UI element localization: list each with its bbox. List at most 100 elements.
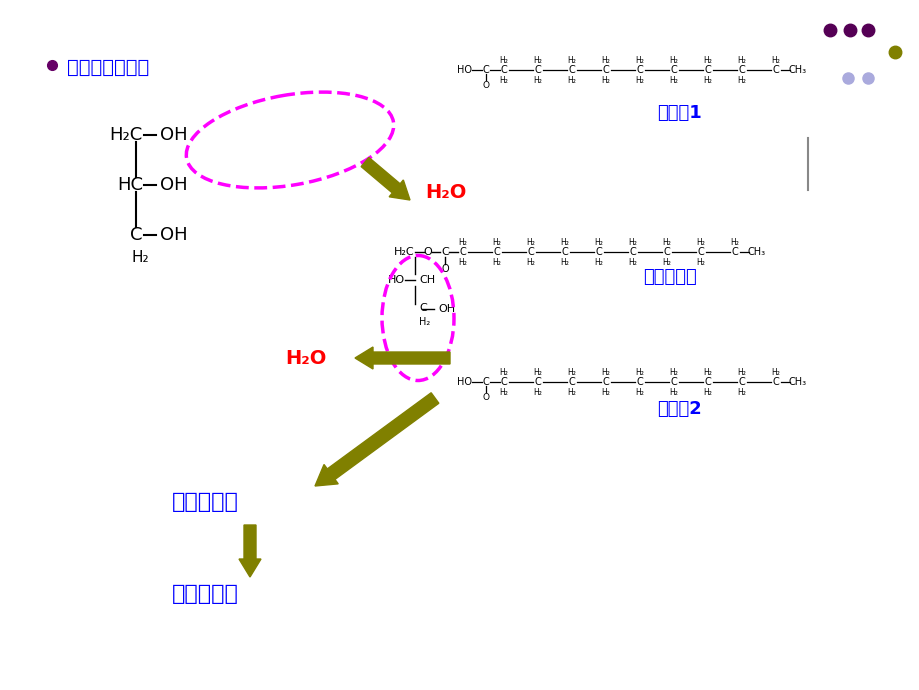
Text: H₂: H₂ (737, 388, 745, 397)
Text: C: C (500, 377, 506, 387)
Text: H₂: H₂ (703, 388, 711, 397)
Text: H₂: H₂ (533, 368, 542, 377)
Text: H₂: H₂ (492, 237, 501, 246)
Text: C: C (704, 377, 710, 387)
Text: O: O (482, 393, 489, 402)
Text: C: C (528, 247, 534, 257)
Text: C: C (663, 247, 670, 257)
Text: C: C (772, 65, 778, 75)
Text: CH₃: CH₃ (789, 65, 806, 75)
Text: OH: OH (160, 226, 187, 244)
Text: H₂: H₂ (737, 368, 745, 377)
FancyArrow shape (355, 347, 449, 369)
Text: H₂: H₂ (662, 237, 671, 246)
Text: H₂: H₂ (635, 388, 643, 397)
Text: H₂: H₂ (533, 388, 542, 397)
Text: H₂: H₂ (669, 368, 677, 377)
Text: H₂: H₂ (635, 368, 643, 377)
Text: C: C (534, 65, 540, 75)
Text: H₂: H₂ (601, 368, 610, 377)
Text: H₂: H₂ (635, 55, 643, 64)
Text: C: C (738, 377, 744, 387)
Text: C: C (602, 65, 608, 75)
Text: HO: HO (457, 377, 471, 387)
Text: C: C (595, 247, 602, 257)
Text: C: C (731, 247, 738, 257)
Text: H₂: H₂ (628, 257, 637, 266)
Text: CH: CH (418, 275, 435, 285)
Text: C: C (772, 377, 778, 387)
Text: H₂: H₂ (601, 75, 610, 84)
Text: H₂: H₂ (703, 75, 711, 84)
Text: H₂: H₂ (594, 257, 603, 266)
Text: C: C (500, 65, 506, 75)
Text: C: C (460, 247, 466, 257)
Text: H₂O: H₂O (285, 348, 326, 368)
Text: H₂: H₂ (703, 55, 711, 64)
Text: H₂: H₂ (499, 55, 508, 64)
Text: H₂: H₂ (696, 257, 705, 266)
Text: H₂O: H₂O (425, 182, 466, 201)
Text: 二酯酰甘油: 二酯酰甘油 (171, 492, 238, 512)
Text: C: C (561, 247, 568, 257)
Text: C: C (629, 247, 636, 257)
Text: H₂: H₂ (567, 388, 576, 397)
Text: H₂: H₂ (567, 75, 576, 84)
Text: 单酯酰甘油: 单酯酰甘油 (642, 268, 696, 286)
Text: CH₃: CH₃ (747, 247, 766, 257)
Text: H₂: H₂ (628, 237, 637, 246)
Text: H₂: H₂ (669, 388, 677, 397)
Text: C: C (670, 377, 676, 387)
Text: 甘油（丙三醇）: 甘油（丙三醇） (67, 57, 149, 77)
Text: 脂肪酸1: 脂肪酸1 (657, 104, 701, 122)
Text: C: C (636, 65, 642, 75)
Text: H₂C: H₂C (109, 126, 142, 144)
Text: H₂: H₂ (526, 257, 535, 266)
Text: C: C (602, 377, 608, 387)
Text: H₂: H₂ (567, 55, 576, 64)
Text: OH: OH (160, 126, 187, 144)
Text: C: C (494, 247, 500, 257)
Text: H₂: H₂ (499, 388, 508, 397)
Text: 脂肪酸2: 脂肪酸2 (657, 400, 701, 418)
Text: H₂: H₂ (560, 237, 569, 246)
Text: H₂: H₂ (131, 250, 149, 264)
Text: OH: OH (437, 304, 455, 314)
Text: H₂: H₂ (737, 55, 745, 64)
Text: H₂: H₂ (533, 55, 542, 64)
FancyArrow shape (314, 393, 438, 486)
Text: H₂: H₂ (601, 55, 610, 64)
Text: H₂: H₂ (730, 237, 739, 246)
Text: O: O (441, 264, 448, 274)
Text: HC: HC (117, 176, 142, 194)
Text: C: C (568, 377, 574, 387)
Text: H₂: H₂ (662, 257, 671, 266)
Text: OH: OH (160, 176, 187, 194)
Text: H₂: H₂ (696, 237, 705, 246)
Text: C: C (482, 377, 489, 387)
Text: O: O (482, 81, 489, 90)
Text: 三酯酰甘油: 三酯酰甘油 (171, 584, 238, 604)
Text: H₂: H₂ (499, 75, 508, 84)
Text: C: C (704, 65, 710, 75)
Text: H₂: H₂ (526, 237, 535, 246)
FancyArrow shape (239, 525, 261, 577)
Text: H₂: H₂ (669, 75, 677, 84)
Text: H₂: H₂ (499, 368, 508, 377)
Text: H₂: H₂ (567, 368, 576, 377)
Text: HO: HO (457, 65, 471, 75)
Text: H₂: H₂ (594, 237, 603, 246)
Text: C: C (418, 303, 426, 313)
Text: H₂: H₂ (492, 257, 501, 266)
Text: H₂: H₂ (703, 368, 711, 377)
Text: C: C (568, 65, 574, 75)
Text: H₂: H₂ (771, 368, 779, 377)
Text: C: C (482, 65, 489, 75)
Text: H₂: H₂ (458, 237, 467, 246)
Text: C: C (534, 377, 540, 387)
Text: H₂: H₂ (737, 75, 745, 84)
Text: H₂: H₂ (418, 317, 430, 327)
Text: C: C (636, 377, 642, 387)
Text: H₂: H₂ (771, 55, 779, 64)
FancyArrow shape (361, 157, 410, 200)
